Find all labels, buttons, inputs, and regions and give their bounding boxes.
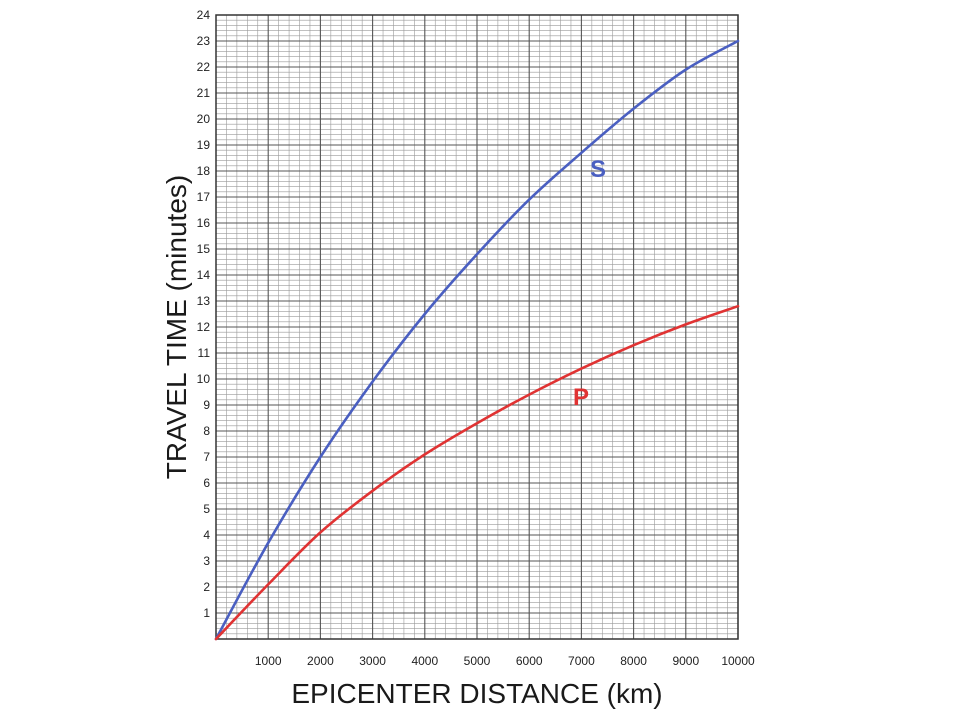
x-axis-title: EPICENTER DISTANCE (km) xyxy=(291,678,662,709)
y-tick-label: 10 xyxy=(197,372,211,386)
s-curve-label: S xyxy=(590,156,606,183)
x-tick-label: 3000 xyxy=(359,654,386,668)
y-tick-label: 3 xyxy=(203,554,210,568)
y-tick-label: 21 xyxy=(197,86,211,100)
y-tick-label: 16 xyxy=(197,216,211,230)
y-tick-label: 23 xyxy=(197,34,211,48)
y-tick-label: 5 xyxy=(203,502,210,516)
y-tick-label: 19 xyxy=(197,138,211,152)
series-layer xyxy=(214,39,740,641)
x-tick-label: 5000 xyxy=(464,654,491,668)
y-tick-label: 11 xyxy=(198,346,211,360)
y-tick-label: 6 xyxy=(203,476,210,490)
y-tick-label: 4 xyxy=(203,528,210,542)
x-tick-label: 9000 xyxy=(672,654,699,668)
x-tick-label: 1000 xyxy=(255,654,282,668)
y-tick-label: 9 xyxy=(203,398,210,412)
x-tick-label: 8000 xyxy=(620,654,647,668)
y-tick-label: 18 xyxy=(197,164,211,178)
y-tick-label: 7 xyxy=(203,450,210,464)
series-line-s xyxy=(214,39,740,641)
plot-frame xyxy=(215,14,739,640)
x-tick-label: 4000 xyxy=(411,654,438,668)
y-tick-label: 15 xyxy=(197,242,211,256)
series-line-p xyxy=(214,304,740,641)
y-tick-label: 20 xyxy=(197,112,211,126)
y-tick-label: 17 xyxy=(197,190,211,204)
p-curve-label: P xyxy=(573,384,589,411)
x-tick-label: 7000 xyxy=(568,654,595,668)
y-tick-label: 12 xyxy=(197,320,211,334)
y-tick-label: 8 xyxy=(203,424,210,438)
y-tick-label: 24 xyxy=(197,8,211,22)
x-tick-label: 2000 xyxy=(307,654,334,668)
y-tick-label: 14 xyxy=(197,268,211,282)
y-tick-label: 2 xyxy=(203,580,210,594)
y-tick-label: 13 xyxy=(197,294,211,308)
y-axis-title: TRAVEL TIME (minutes) xyxy=(161,175,192,479)
x-tick-label: 6000 xyxy=(516,654,543,668)
y-tick-label: 22 xyxy=(197,60,211,74)
x-tick-label: 10000 xyxy=(721,654,755,668)
x-tick-labels: 1000 2000 3000 4000 5000 6000 7000 8000 9000 1000… xyxy=(255,654,755,668)
y-tick-label: 1 xyxy=(203,606,210,620)
